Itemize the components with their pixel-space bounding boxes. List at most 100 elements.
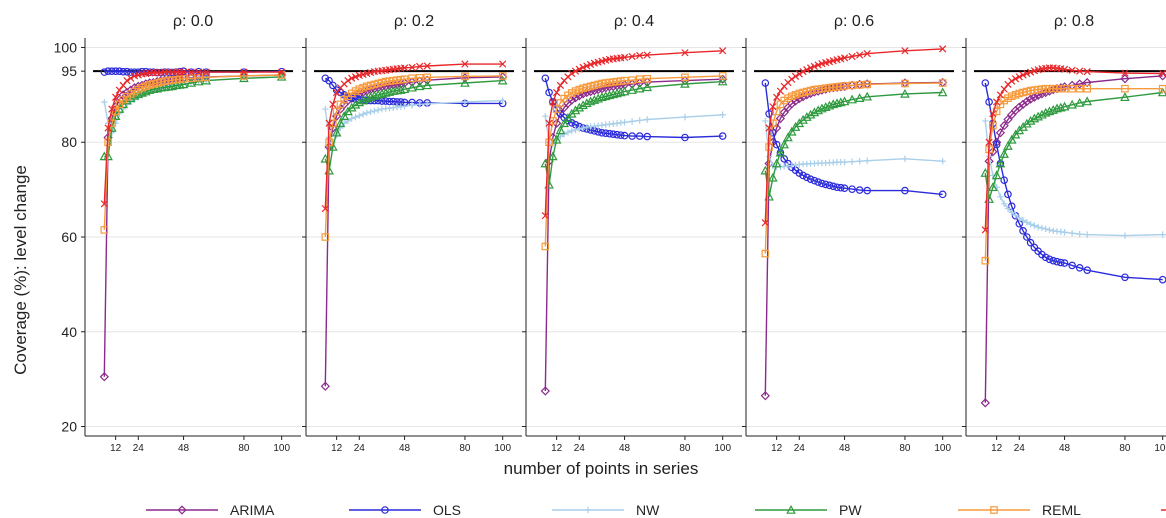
data-point bbox=[1068, 230, 1076, 237]
series-ols bbox=[981, 79, 1166, 284]
data-point bbox=[864, 157, 871, 164]
data-point bbox=[129, 90, 140, 100]
data-point bbox=[545, 88, 553, 97]
data-point bbox=[1034, 223, 1042, 231]
data-point bbox=[681, 113, 689, 121]
legend-marker bbox=[786, 504, 796, 514]
series-pw bbox=[760, 87, 948, 201]
data-point bbox=[424, 100, 431, 108]
data-point bbox=[1004, 190, 1012, 199]
data-point bbox=[680, 78, 690, 88]
data-point bbox=[1041, 87, 1051, 98]
data-point bbox=[1068, 84, 1076, 93]
data-point bbox=[1033, 90, 1043, 100]
data-point bbox=[1019, 217, 1027, 224]
data-point bbox=[541, 242, 550, 251]
data-point bbox=[996, 91, 1005, 99]
data-point bbox=[123, 67, 131, 76]
data-point bbox=[321, 233, 330, 241]
data-point bbox=[681, 133, 689, 142]
data-point bbox=[1159, 69, 1166, 78]
data-point bbox=[787, 99, 797, 109]
data-point bbox=[1158, 71, 1166, 81]
data-point bbox=[795, 169, 804, 177]
data-point bbox=[620, 131, 629, 140]
data-point bbox=[1121, 69, 1129, 77]
data-point bbox=[461, 72, 469, 81]
data-point bbox=[761, 79, 770, 87]
legend-item-pw: PW bbox=[755, 502, 862, 518]
data-point bbox=[576, 125, 583, 133]
data-point bbox=[111, 67, 120, 75]
data-point bbox=[422, 80, 433, 90]
data-point bbox=[119, 67, 127, 76]
data-point bbox=[1052, 84, 1062, 94]
data-point bbox=[628, 76, 636, 84]
series-line bbox=[764, 48, 943, 223]
series-pw bbox=[320, 75, 508, 175]
data-point bbox=[995, 128, 1006, 138]
data-point bbox=[821, 180, 830, 189]
data-point bbox=[799, 68, 807, 76]
x-tick-label: 48 bbox=[839, 443, 851, 454]
data-point bbox=[119, 81, 127, 90]
data-point bbox=[824, 100, 835, 110]
data-point bbox=[352, 113, 359, 121]
series-reml bbox=[100, 71, 286, 234]
x-tick-label: 12 bbox=[771, 443, 783, 454]
data-point bbox=[761, 219, 769, 227]
data-point bbox=[365, 92, 376, 102]
data-point bbox=[818, 179, 826, 188]
panel-4: 12 24 48 80 100 ρ: 0.8 bbox=[962, 13, 1166, 454]
data-point bbox=[813, 105, 823, 115]
data-point bbox=[548, 151, 558, 161]
data-point bbox=[354, 97, 365, 107]
data-point bbox=[115, 86, 124, 94]
data-point bbox=[1046, 226, 1053, 234]
data-point bbox=[938, 79, 947, 87]
data-point bbox=[1033, 111, 1043, 121]
data-point bbox=[619, 86, 630, 96]
data-point bbox=[718, 132, 727, 140]
data-point bbox=[125, 93, 136, 102]
data-point bbox=[681, 49, 689, 57]
data-point bbox=[1060, 84, 1069, 93]
x-tick-label: 80 bbox=[679, 443, 691, 454]
data-point bbox=[1037, 109, 1047, 119]
data-point bbox=[798, 114, 808, 124]
data-point bbox=[628, 52, 636, 61]
data-point bbox=[111, 107, 120, 116]
legend-label: OLS bbox=[433, 502, 461, 518]
data-point bbox=[575, 65, 583, 73]
y-axis-label: Coverage (%): level change bbox=[11, 165, 30, 375]
data-point bbox=[794, 93, 804, 104]
data-point bbox=[805, 88, 816, 99]
data-point bbox=[601, 129, 610, 138]
data-point bbox=[643, 132, 652, 141]
data-point bbox=[901, 47, 909, 55]
x-tick-label: 100 bbox=[494, 443, 511, 454]
data-point bbox=[1022, 96, 1032, 107]
data-point bbox=[1018, 99, 1028, 109]
data-point bbox=[1027, 221, 1034, 228]
data-point bbox=[423, 73, 432, 82]
data-point bbox=[810, 62, 819, 71]
series-reml_satt bbox=[321, 60, 507, 213]
data-point bbox=[1121, 84, 1129, 93]
x-tick-label: 100 bbox=[934, 443, 951, 454]
panel-title: ρ: 0.0 bbox=[173, 13, 213, 30]
data-point bbox=[988, 147, 998, 157]
data-point bbox=[1044, 86, 1055, 96]
legend-marker bbox=[990, 506, 998, 514]
data-point bbox=[356, 112, 363, 119]
data-point bbox=[400, 75, 409, 84]
data-point bbox=[115, 67, 124, 75]
data-point bbox=[627, 79, 637, 89]
data-point bbox=[127, 74, 135, 82]
data-point bbox=[981, 79, 990, 87]
data-point bbox=[993, 98, 1001, 106]
data-point bbox=[195, 68, 203, 76]
data-point bbox=[325, 119, 333, 127]
data-point bbox=[400, 64, 409, 72]
